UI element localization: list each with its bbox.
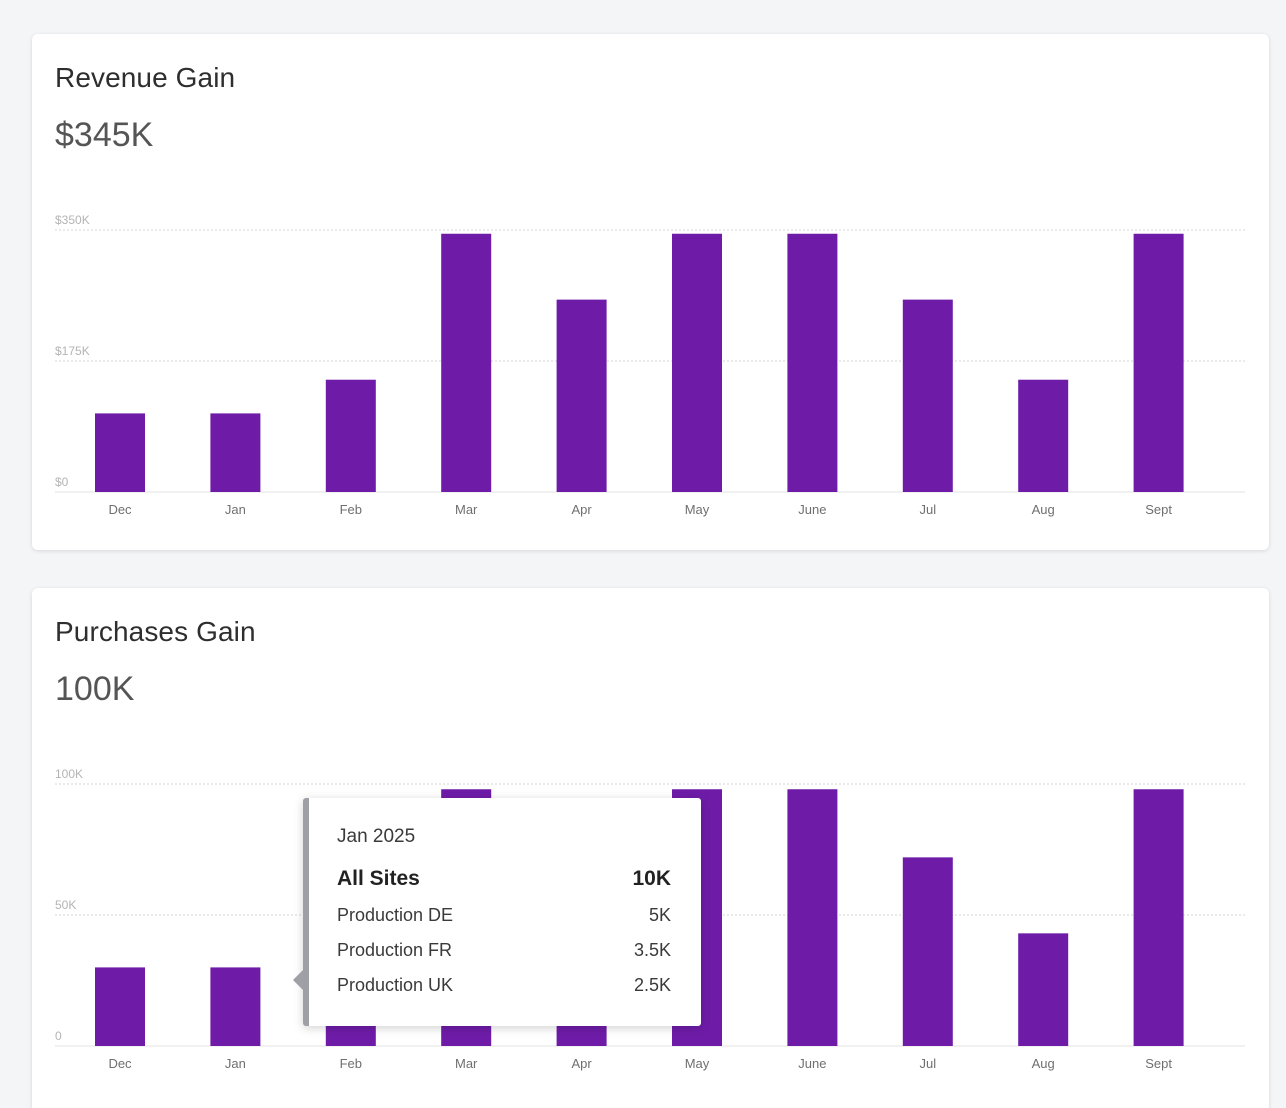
purchases-title: Purchases Gain — [55, 616, 256, 647]
tooltip-row-label: Production UK — [337, 975, 454, 995]
bar-jan — [210, 967, 261, 1046]
bar-apr — [556, 299, 607, 492]
bar-dec — [95, 967, 145, 1046]
y-tick-label: 100K — [55, 767, 83, 781]
bar-sept — [1133, 233, 1184, 492]
x-tick-label: Jul — [919, 1056, 936, 1071]
bar-feb — [325, 379, 376, 492]
y-tick-label: $0 — [55, 475, 69, 489]
x-tick-label: Feb — [340, 1056, 362, 1071]
x-tick-label: Mar — [455, 502, 478, 517]
x-tick-label: Jan — [225, 1056, 246, 1071]
bar-june — [787, 233, 838, 492]
bar-mar — [441, 233, 492, 492]
x-tick-label: Jan — [225, 502, 246, 517]
bar-may — [672, 233, 722, 492]
tooltip-row: Production FR 3.5K — [337, 933, 671, 968]
x-tick-label: Sept — [1145, 502, 1172, 517]
tooltip-row: Production DE 5K — [337, 898, 671, 933]
bar-aug — [1018, 379, 1069, 492]
tooltip-row-value: 10K — [632, 867, 671, 890]
revenue-title: Revenue Gain — [55, 62, 236, 93]
tooltip-row-value: 5K — [648, 905, 671, 925]
bar-aug — [1018, 933, 1069, 1046]
tooltip-row-label: Production FR — [337, 940, 453, 960]
revenue-card: Revenue Gain $345K $0 $175K $350K Dec Jan Feb… — [32, 34, 1269, 550]
revenue-value: $345K — [55, 116, 154, 154]
x-tick-label: June — [798, 502, 826, 517]
tooltip-row-label: All Sites — [337, 867, 420, 890]
revenue-chart: $0 $175K $350K Dec Jan Feb Mar Apr May June Jul Aug… — [55, 213, 1245, 517]
bar-sept — [1133, 789, 1184, 1046]
purchases-value: 100K — [55, 670, 135, 708]
y-tick-label: $350K — [55, 213, 90, 227]
y-tick-label: $175K — [55, 344, 90, 358]
tooltip-row: Production UK 2.5K — [337, 968, 671, 1003]
tooltip-row-label: Production DE — [337, 905, 454, 925]
tooltip-row-value: 3.5K — [633, 940, 671, 960]
y-tick-label: 50K — [55, 898, 76, 912]
x-tick-label: Apr — [571, 502, 592, 517]
chart-tooltip: Jan 2025 All Sites 10K Production DE 5K … — [293, 798, 701, 1026]
x-tick-label: May — [685, 1056, 710, 1071]
bar-june — [787, 789, 838, 1046]
bar-jul — [902, 299, 953, 492]
x-tick-label: Apr — [571, 1056, 592, 1071]
bar-jul — [902, 857, 953, 1046]
x-tick-label: Aug — [1032, 1056, 1055, 1071]
purchases-card: Purchases Gain 100K 0 50K 100K Dec Jan Feb Mar… — [32, 588, 1269, 1108]
x-tick-label: Mar — [455, 1056, 478, 1071]
x-tick-label: Dec — [108, 1056, 132, 1071]
x-tick-label: Jul — [919, 502, 936, 517]
x-tick-label: Aug — [1032, 502, 1055, 517]
tooltip-pointer — [293, 970, 303, 990]
tooltip-row-value: 2.5K — [633, 975, 671, 995]
bar-jan — [210, 413, 261, 492]
x-tick-label: Sept — [1145, 1056, 1172, 1071]
tooltip-date: Jan 2025 — [337, 826, 416, 847]
x-tick-label: May — [685, 502, 710, 517]
x-tick-label: June — [798, 1056, 826, 1071]
x-tick-label: Dec — [108, 502, 132, 517]
tooltip-row-total: All Sites 10K — [337, 860, 671, 898]
y-tick-label: 0 — [55, 1029, 62, 1043]
bar-dec — [95, 413, 145, 492]
x-tick-label: Feb — [340, 502, 362, 517]
